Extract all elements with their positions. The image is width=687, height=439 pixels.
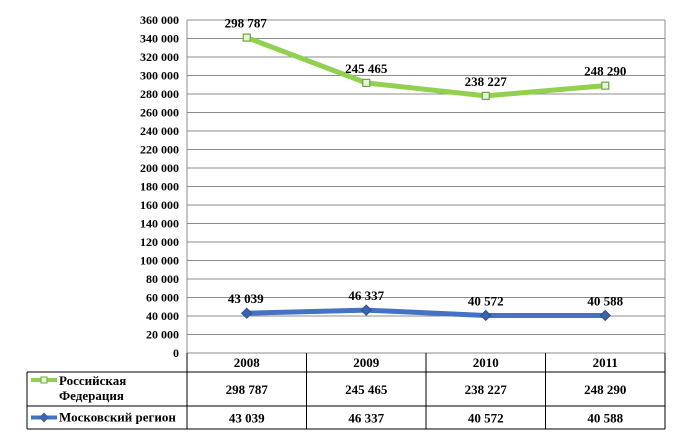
data-label: 248 290 bbox=[584, 64, 626, 79]
y-tick-label: 80 000 bbox=[146, 272, 179, 286]
category-label: 2009 bbox=[353, 355, 380, 370]
gridlines bbox=[186, 19, 666, 354]
table-value: 40 572 bbox=[468, 411, 504, 426]
y-tick-label: 200 000 bbox=[140, 161, 179, 175]
y-tick-label: 300 000 bbox=[140, 69, 179, 83]
table-value: 40 588 bbox=[587, 411, 623, 426]
legend-key-marker bbox=[40, 376, 48, 384]
data-point bbox=[241, 307, 253, 319]
series-line bbox=[244, 307, 608, 318]
legend-key-marker bbox=[39, 412, 49, 423]
data-label: 245 465 bbox=[345, 61, 388, 76]
y-tick-label: 280 000 bbox=[140, 87, 179, 101]
y-tick-label: 240 000 bbox=[140, 124, 179, 138]
data-label: 40 588 bbox=[587, 293, 623, 308]
table-value: 245 465 bbox=[345, 382, 388, 397]
y-tick-label: 260 000 bbox=[140, 106, 179, 120]
series-name: Федерация bbox=[59, 388, 124, 403]
y-tick-label: 140 000 bbox=[140, 217, 179, 231]
y-tick-label: 180 000 bbox=[140, 180, 179, 194]
data-labels: 298 787 245 465 238 227 248 290 43 039 46 337… bbox=[225, 16, 627, 309]
data-label: 298 787 bbox=[225, 16, 268, 31]
data-point bbox=[480, 309, 492, 322]
table-value: 43 039 bbox=[229, 411, 265, 426]
y-tick-label: 360 000 bbox=[140, 13, 179, 27]
data-label: 43 039 bbox=[228, 291, 264, 306]
table-value: 238 227 bbox=[465, 382, 508, 397]
series-lines bbox=[241, 33, 611, 322]
y-tick-label: 120 000 bbox=[140, 235, 179, 249]
y-tick-label: 40 000 bbox=[146, 309, 179, 323]
data-point bbox=[601, 81, 610, 90]
y-tick-label: 160 000 bbox=[140, 198, 179, 212]
category-label: 2008 bbox=[234, 355, 261, 370]
data-point bbox=[599, 309, 611, 322]
series-line bbox=[244, 35, 608, 99]
series-name: Российская bbox=[59, 373, 126, 388]
table-value: 46 337 bbox=[348, 411, 384, 426]
y-tick-label: 320 000 bbox=[140, 50, 179, 64]
data-label: 46 337 bbox=[348, 288, 384, 303]
table-value: 248 290 bbox=[584, 382, 626, 397]
y-tick-label: 340 000 bbox=[140, 32, 179, 46]
data-point bbox=[360, 304, 372, 316]
category-label: 2011 bbox=[593, 355, 618, 370]
y-tick-label: 100 000 bbox=[140, 254, 179, 268]
data-point bbox=[242, 33, 251, 42]
y-axis: 0 20 000 40 000 60 000 80 000 100 000 120 000 1… bbox=[140, 13, 179, 360]
y-tick-label: 60 000 bbox=[146, 291, 179, 305]
data-point bbox=[362, 78, 371, 88]
series-name: Московский регион bbox=[59, 410, 176, 425]
y-tick-label: 20 000 bbox=[146, 328, 179, 342]
data-point bbox=[481, 91, 490, 100]
table-value: 298 787 bbox=[226, 382, 269, 397]
data-label: 238 227 bbox=[465, 74, 508, 89]
data-label: 40 572 bbox=[468, 293, 504, 308]
y-tick-label: 0 bbox=[173, 346, 179, 360]
category-label: 2010 bbox=[473, 355, 499, 370]
y-tick-label: 220 000 bbox=[140, 143, 179, 157]
